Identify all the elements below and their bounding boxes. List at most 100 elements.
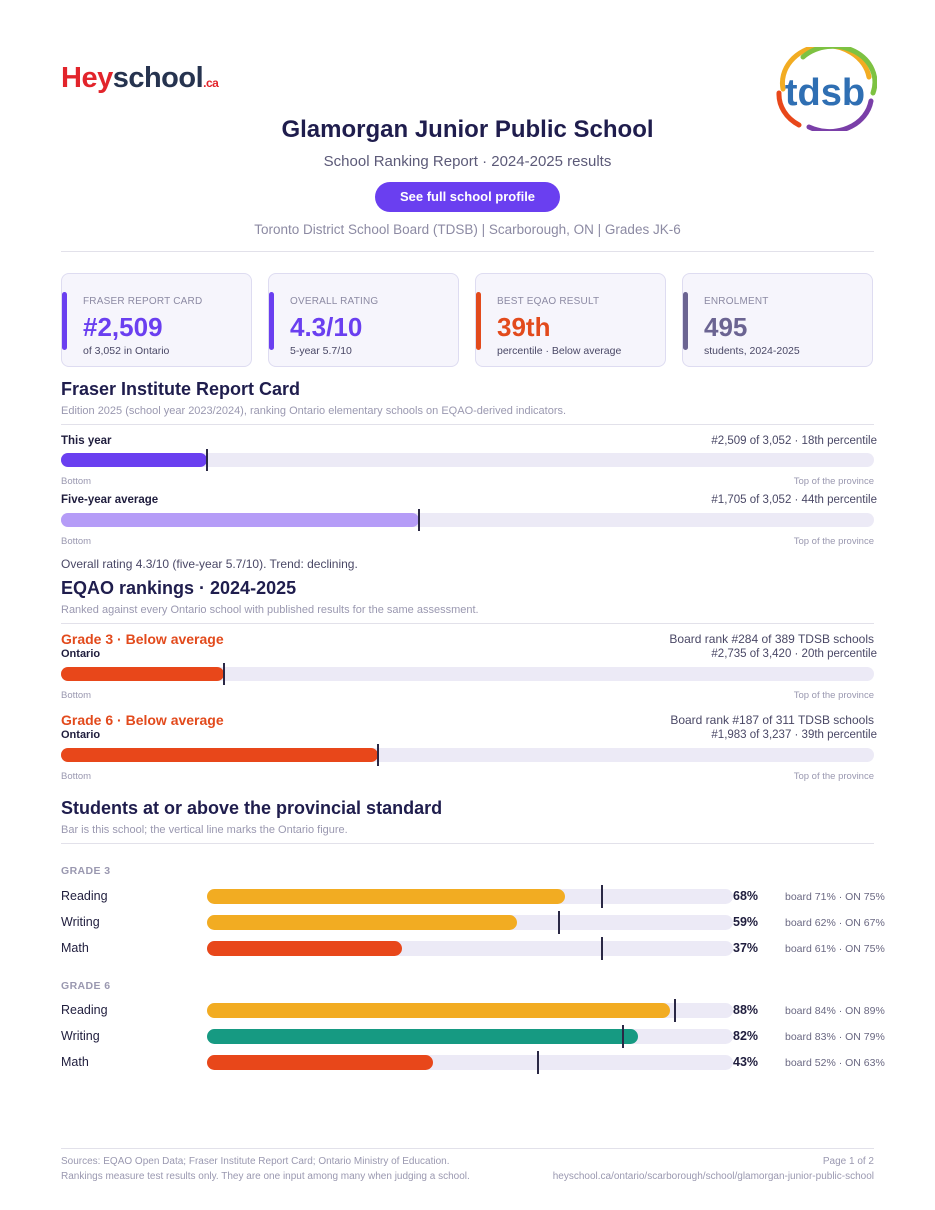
- axis-bottom-label: Bottom: [61, 536, 92, 547]
- brand-school: school: [112, 62, 204, 94]
- fraser-note: Edition 2025 (school year 2023/2024), ra…: [61, 405, 567, 417]
- axis-bottom-label: Bottom: [61, 690, 92, 701]
- eqao-grade-title: Grade 3 · Below average: [61, 631, 224, 647]
- eqao-grade6-bar: [61, 744, 874, 766]
- tdsb-wordmark: tdsb: [785, 72, 865, 114]
- ontario-marker: [537, 1051, 540, 1074]
- card-sub: 5-year 5.7/10: [290, 345, 352, 357]
- card-accent: [62, 292, 67, 350]
- heyschool-logo[interactable]: Heyschool.ca: [61, 62, 219, 96]
- eqao-heading: EQAO rankings · 2024-2025: [61, 578, 297, 598]
- school-percent-bar: [207, 1055, 434, 1070]
- card-value: 39th: [497, 312, 551, 342]
- divider: [61, 623, 874, 624]
- fraser-this-year-marker: [206, 449, 209, 471]
- card-accent: [683, 292, 688, 350]
- standard-note: Bar is this school; the vertical line ma…: [61, 824, 348, 836]
- eqao-grade6-marker: [377, 744, 380, 766]
- page-number: Page 1 of 2: [822, 1156, 874, 1167]
- fraser-row-label: Five-year average: [61, 494, 159, 506]
- school-percent-bar: [207, 941, 402, 956]
- axis-top-label: Top of the province: [793, 476, 874, 487]
- card-fraser-rank: Fraser Report Card #2,509 of 3,052 in On…: [61, 273, 252, 367]
- axis-top-label: Top of the province: [793, 771, 874, 782]
- school-percent-value: 37%: [733, 941, 759, 955]
- standard-bar-track: [207, 911, 733, 934]
- school-percent-value: 68%: [733, 889, 759, 903]
- axis-top-label: Top of the province: [793, 536, 874, 547]
- card-enrolment: Enrolment 495 students, 2024-2025: [682, 273, 873, 367]
- comparison-values: board 52% · ON 63%: [785, 1057, 885, 1069]
- ontario-marker: [621, 1025, 624, 1048]
- divider: [61, 424, 874, 425]
- eqao-board-rank: Board rank #187 of 311 TDSB schools: [670, 713, 874, 727]
- divider: [61, 1148, 874, 1149]
- card-label: Overall Rating: [290, 296, 379, 307]
- card-best-eqao: Best EQAO Result 39th percentile · Below…: [475, 273, 666, 367]
- card-accent: [269, 292, 274, 350]
- ontario-marker: [600, 937, 603, 960]
- fraser-heading: Fraser Institute Report Card: [61, 379, 301, 399]
- eqao-grade3-marker: [222, 663, 225, 685]
- standard-heading: Students at or above the provincial stan…: [61, 798, 443, 818]
- footer-disclaimer: Rankings measure test results only. They…: [61, 1171, 470, 1182]
- card-label: Best EQAO Result: [497, 296, 600, 307]
- footer-sources-line: Sources: EQAO Open Data; Fraser Institut…: [61, 1156, 450, 1167]
- eqao-note: Ranked against every Ontario school with…: [61, 604, 479, 616]
- eqao-grade3-bar: [61, 663, 874, 685]
- eqao-sub-label: Ontario: [61, 648, 101, 660]
- fraser-row-rank: #2,509 of 3,052 · 18th percentile: [711, 435, 877, 447]
- standard-bar-track: [207, 885, 733, 908]
- fraser-summary: Overall rating 4.3/10 (five-year 5.7/10)…: [61, 557, 358, 571]
- card-sub: of 3,052 in Ontario: [83, 345, 170, 357]
- school-percent-value: 43%: [733, 1055, 759, 1069]
- ontario-marker: [674, 999, 677, 1022]
- divider: [61, 251, 874, 252]
- fraser-this-year-bar: [61, 449, 874, 471]
- subject-label: Writing: [61, 915, 100, 929]
- footer-right: Page 1 of 2 heyschool.ca/ontario/scarbor…: [553, 1154, 874, 1184]
- fraser-five-year-marker: [417, 509, 420, 531]
- fraser-row-rank: #1,705 of 3,052 · 44th percentile: [711, 494, 877, 506]
- axis-bottom-label: Bottom: [61, 476, 92, 487]
- comparison-values: board 62% · ON 67%: [785, 917, 885, 929]
- brand-suffix: .ca: [203, 76, 219, 90]
- fraser-five-year-fill: [61, 513, 419, 527]
- card-sub: percentile · Below average: [497, 345, 622, 357]
- divider: [61, 843, 874, 844]
- eqao-grade3-fill: [61, 667, 224, 681]
- eqao-ontario-rank: #2,735 of 3,420 · 20th percentile: [711, 648, 877, 660]
- card-accent: [476, 292, 481, 350]
- subject-label: Reading: [61, 889, 108, 903]
- comparison-values: board 83% · ON 79%: [785, 1031, 885, 1043]
- card-value: 4.3/10: [290, 312, 363, 342]
- comparison-values: board 84% · ON 89%: [785, 1005, 885, 1017]
- footer-url[interactable]: heyschool.ca/ontario/scarborough/school/…: [552, 1171, 874, 1182]
- school-percent-bar: [207, 915, 518, 930]
- page-subtitle: School Ranking Report · 2024-2025 result…: [323, 153, 612, 170]
- subject-label: Reading: [61, 1003, 108, 1017]
- page-title: Glamorgan Junior Public School: [281, 116, 654, 143]
- card-overall-rating: Overall Rating 4.3/10 5-year 5.7/10: [268, 273, 459, 367]
- brand-hey: Hey: [61, 62, 113, 94]
- card-value: 495: [704, 312, 748, 342]
- school-percent-value: 88%: [733, 1003, 759, 1017]
- standard-bar-track: [207, 937, 733, 960]
- footer-sources: Sources: EQAO Open Data; Fraser Institut…: [61, 1154, 470, 1184]
- eqao-grade-title: Grade 6 · Below average: [61, 712, 224, 728]
- tdsb-logo: tdsb: [776, 47, 877, 131]
- card-sub: students, 2024-2025: [704, 345, 800, 357]
- grade-group-heading: GRADE 3: [61, 865, 111, 877]
- eqao-ontario-rank: #1,983 of 3,237 · 39th percentile: [711, 729, 877, 741]
- standard-bar-track: [207, 1051, 733, 1074]
- comparison-values: board 61% · ON 75%: [785, 943, 885, 955]
- fraser-this-year-fill: [61, 453, 208, 467]
- full-profile-button[interactable]: See full school profile: [375, 182, 560, 212]
- school-meta: Toronto District School Board (TDSB) | S…: [254, 222, 681, 237]
- comparison-values: board 71% · ON 75%: [785, 891, 885, 903]
- standard-bar-track: [207, 1025, 733, 1048]
- eqao-sub-label: Ontario: [61, 729, 101, 741]
- axis-bottom-label: Bottom: [61, 771, 92, 782]
- axis-top-label: Top of the province: [793, 690, 874, 701]
- ontario-marker: [600, 885, 603, 908]
